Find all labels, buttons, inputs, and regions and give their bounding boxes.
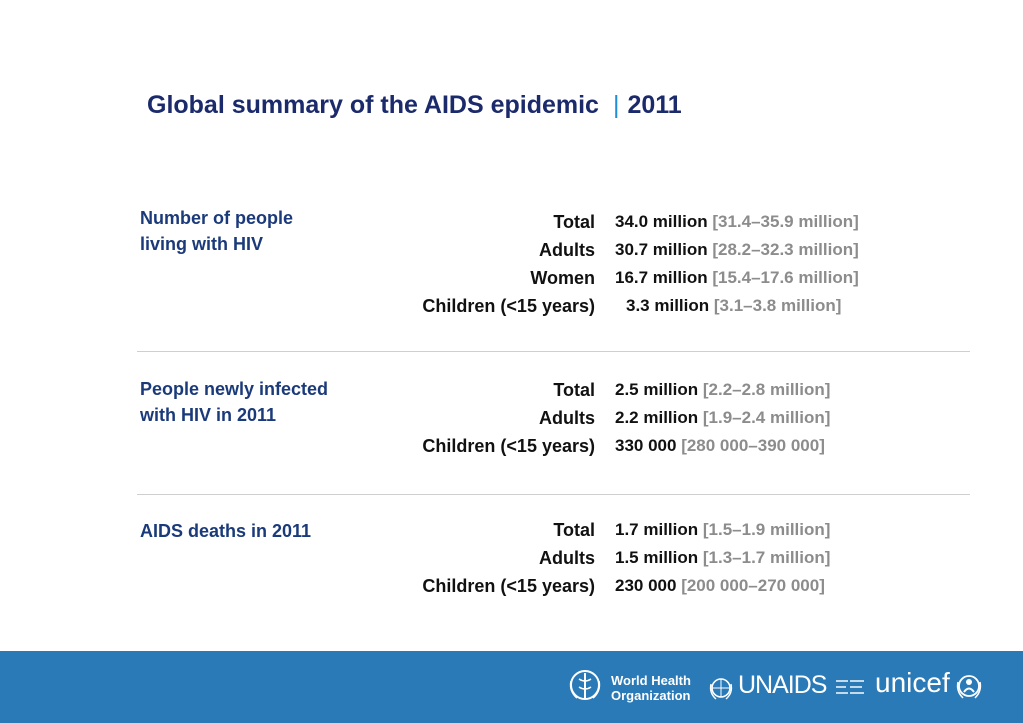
row-estimate: 2.5 million	[615, 380, 699, 399]
row-category: Children (<15 years)	[422, 296, 595, 316]
row-range: [28.2–32.3 million]	[712, 240, 859, 259]
section-label-line: Number of people	[140, 208, 294, 228]
who-name: World Health Organization	[611, 673, 691, 703]
unicef-emblem-icon	[956, 675, 982, 699]
row-category: Total	[553, 212, 595, 232]
row-estimate: 1.5 million	[615, 548, 699, 567]
row-value: 230 000 [200 000–270 000]	[615, 572, 825, 600]
data-row: Adults 2.2 million [1.9–2.4 million]	[0, 404, 1023, 432]
data-row: Women 16.7 million [15.4–17.6 million]	[0, 264, 1023, 292]
section-label-line: living with HIV	[140, 234, 264, 254]
row-value: 3.3 million [3.1–3.8 million]	[626, 292, 841, 320]
data-row: Children (<15 years) 3.3 million [3.1–3.…	[0, 292, 1023, 320]
data-row: Total 34.0 million [31.4–35.9 million]	[0, 208, 1023, 236]
row-range: [1.3–1.7 million]	[702, 548, 831, 567]
data-row: Adults 1.5 million [1.3–1.7 million]	[0, 544, 1023, 572]
section-label: Number of people living with HIV	[140, 205, 385, 257]
row-estimate: 2.2 million	[615, 408, 699, 427]
row-value: 30.7 million [28.2–32.3 million]	[615, 236, 859, 264]
row-range: [1.9–2.4 million]	[702, 408, 831, 427]
row-category: Adults	[539, 408, 595, 428]
row-category: Children (<15 years)	[422, 576, 595, 596]
who-line: World Health	[611, 673, 691, 688]
row-category: Total	[553, 520, 595, 540]
section-label-line: People newly infected	[140, 379, 329, 399]
row-value: 330 000 [280 000–390 000]	[615, 432, 825, 460]
row-estimate: 330 000	[615, 436, 677, 455]
row-range: [3.1–3.8 million]	[713, 296, 842, 315]
row-value: 1.7 million [1.5–1.9 million]	[615, 516, 830, 544]
data-row: Total 1.7 million [1.5–1.9 million]	[0, 516, 1023, 544]
section-label: People newly infected with HIV in 2011	[140, 376, 385, 428]
row-category: Women	[530, 268, 595, 288]
section-label-line: with HIV in 2011	[140, 405, 277, 425]
section-divider	[137, 351, 970, 352]
row-range: [2.2–2.8 million]	[702, 380, 831, 399]
data-row: Adults 30.7 million [28.2–32.3 million]	[0, 236, 1023, 264]
who-emblem-icon	[569, 670, 601, 700]
who-line: Organization	[611, 688, 691, 703]
data-row: Children (<15 years) 330 000 [280 000–39…	[0, 432, 1023, 460]
row-value: 16.7 million [15.4–17.6 million]	[615, 264, 859, 292]
row-value: 2.2 million [1.9–2.4 million]	[615, 404, 830, 432]
row-category: Adults	[539, 548, 595, 568]
row-value: 34.0 million [31.4–35.9 million]	[615, 208, 859, 236]
title-separator: |	[612, 91, 620, 119]
unaids-name: UNAIDS	[738, 671, 827, 699]
data-row: Children (<15 years) 230 000 [200 000–27…	[0, 572, 1023, 600]
row-estimate: 3.3 million	[626, 296, 710, 315]
title-main: Global summary of the AIDS epidemic	[147, 91, 599, 119]
footer-bar: World Health Organization UNAIDS unicef	[0, 651, 1023, 723]
data-row: Total 2.5 million [2.2–2.8 million]	[0, 376, 1023, 404]
row-category: Children (<15 years)	[422, 436, 595, 456]
row-value: 1.5 million [1.3–1.7 million]	[615, 544, 830, 572]
row-range: [280 000–390 000]	[681, 436, 825, 455]
row-range: [15.4–17.6 million]	[712, 268, 859, 287]
row-estimate: 1.7 million	[615, 520, 699, 539]
row-estimate: 16.7 million	[615, 268, 708, 287]
row-range: [200 000–270 000]	[681, 576, 825, 595]
row-estimate: 230 000	[615, 576, 677, 595]
title-year: 2011	[627, 91, 682, 119]
row-estimate: 30.7 million	[615, 240, 708, 259]
section-label-line: AIDS deaths in 2011	[140, 521, 312, 541]
section-label: AIDS deaths in 2011	[140, 518, 385, 544]
un-emblem-icon	[709, 678, 733, 700]
row-value: 2.5 million [2.2–2.8 million]	[615, 376, 830, 404]
row-category: Total	[553, 380, 595, 400]
row-estimate: 34.0 million	[615, 212, 708, 231]
row-range: [31.4–35.9 million]	[712, 212, 859, 231]
row-range: [1.5–1.9 million]	[702, 520, 831, 539]
page-title: Global summary of the AIDS epidemic | 2011	[147, 91, 682, 120]
unicef-name: unicef	[875, 667, 950, 698]
section-divider	[137, 494, 970, 495]
row-category: Adults	[539, 240, 595, 260]
